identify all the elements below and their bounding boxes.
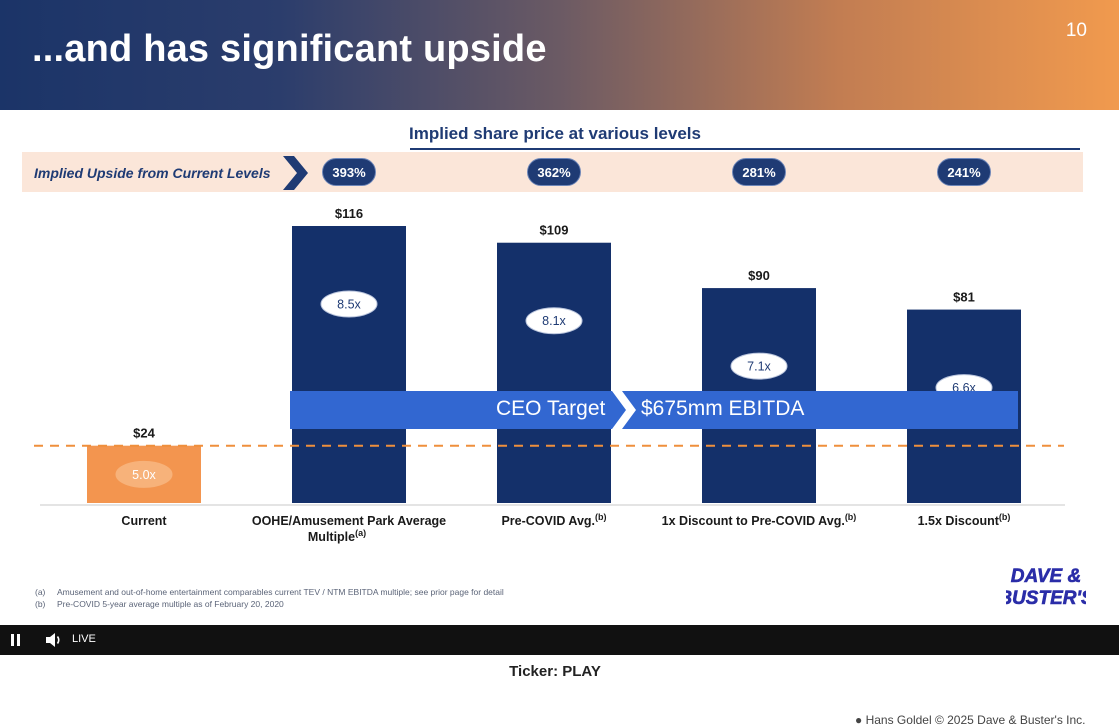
implied-upside-label: Implied Upside from Current Levels [34,165,271,181]
chart-title: Implied share price at various levels [409,124,701,143]
page-number: 10 [1065,20,1087,41]
category-label: 1.5x Discount(b) [918,512,1011,528]
slide-title: ...and has significant upside [32,28,547,70]
category-label: OOHE/Amusement Park Average [252,514,446,528]
multiple-label: 8.5x [337,298,361,312]
multiple-badge [730,352,788,380]
bar-value-label: $109 [540,223,569,238]
volume-icon[interactable] [45,632,63,648]
slide-header: ...and has significant upside 10 [0,0,1119,110]
implied-upside-badge: 362% [527,158,581,186]
bar-value-label: $90 [748,268,770,283]
svg-text:BUSTER'S: BUSTER'S [1006,588,1086,609]
category-label: Pre-COVID Avg.(b) [501,512,606,528]
multiple-badge [320,290,378,318]
video-player-bar: LIVE [0,625,1119,655]
pause-icon[interactable] [11,634,21,646]
svg-text:DAVE &: DAVE & [1011,566,1081,587]
implied-upside-badge: 241% [937,158,991,186]
multiple-badge [525,307,583,335]
bar-value-label: $81 [953,290,975,305]
footnote: (b) Pre-COVID 5-year average multiple as … [35,599,284,609]
implied-upside-badge: 281% [732,158,786,186]
title-divider [410,148,1080,150]
bar-chart: $24 5.0x Current $116 8.5x OOHE/Amusement Par… [34,206,1065,544]
ceo-target-ebitda: $675mm EBITDA [641,397,805,420]
bar [292,226,406,503]
bar-value-label: $116 [335,206,363,221]
chevron-right-icon [612,391,636,429]
category-label: Current [121,514,167,528]
multiple-label: 8.1x [542,314,566,328]
footnotes: (a) Amusement and out-of-home entertainme… [35,586,504,610]
category-label: Multiple(a) [308,528,366,544]
bar-value-label: $24 [133,426,155,441]
ceo-target-band [290,391,1018,429]
ceo-target-label: CEO Target [496,397,606,420]
multiple-badge [115,460,173,488]
dave-and-busters-logo: DAVE & BUSTER'S [1006,566,1086,609]
image-credit: ● Hans Goldel © 2025 Dave & Buster's Inc… [855,713,1086,727]
multiple-label: 5.0x [132,468,156,482]
category-label: 1x Discount to Pre-COVID Avg.(b) [662,512,857,528]
bar [497,242,611,503]
multiple-label: 7.1x [747,360,771,374]
chevron-right-icon [283,156,308,190]
implied-upside-badge: 393% [322,158,376,186]
slide: ...and has significant upside 10 Implied… [0,0,1119,610]
ticker-caption: Ticker: PLAY [509,663,601,680]
live-indicator: LIVE [72,633,96,645]
footnote: (a) Amusement and out-of-home entertainme… [35,587,504,597]
